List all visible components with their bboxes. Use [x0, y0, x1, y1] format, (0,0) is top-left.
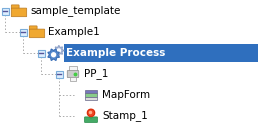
Bar: [55, 71, 62, 78]
FancyBboxPatch shape: [29, 29, 45, 38]
Text: PP_1: PP_1: [84, 69, 108, 79]
Text: Example Process: Example Process: [66, 48, 166, 58]
Text: Stamp_1: Stamp_1: [102, 111, 148, 121]
Bar: [85, 93, 97, 96]
Text: Example1: Example1: [48, 27, 100, 37]
FancyBboxPatch shape: [67, 71, 79, 78]
Bar: [64, 44, 258, 62]
FancyBboxPatch shape: [29, 26, 37, 30]
Bar: [38, 50, 45, 56]
Polygon shape: [57, 49, 60, 52]
Bar: [69, 66, 77, 71]
Polygon shape: [54, 46, 64, 56]
FancyBboxPatch shape: [11, 8, 27, 17]
Bar: [85, 96, 97, 99]
Bar: [70, 77, 76, 81]
Polygon shape: [52, 53, 56, 57]
Text: MapForm: MapForm: [102, 90, 150, 100]
Bar: [90, 115, 92, 118]
FancyBboxPatch shape: [11, 5, 19, 9]
Bar: [85, 90, 97, 93]
Bar: [19, 29, 26, 35]
Bar: [2, 7, 9, 14]
Polygon shape: [87, 109, 95, 116]
FancyBboxPatch shape: [84, 117, 97, 122]
Polygon shape: [48, 49, 59, 60]
Text: sample_template: sample_template: [30, 6, 120, 16]
